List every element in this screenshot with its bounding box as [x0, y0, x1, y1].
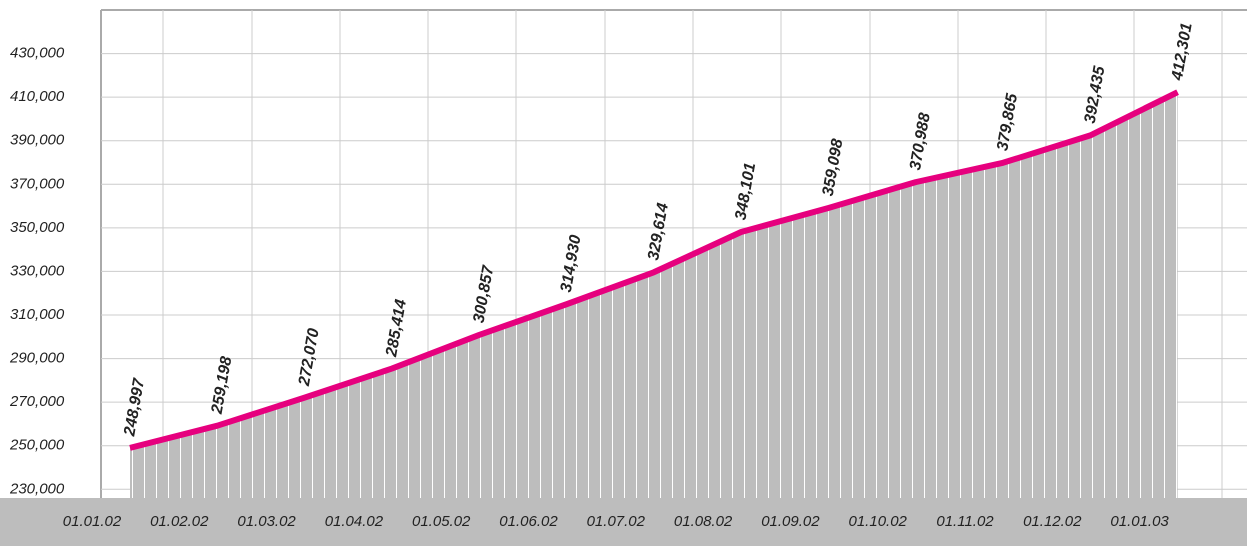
area: [130, 92, 1178, 498]
x-tick-label: 01.12.02: [1023, 513, 1082, 530]
x-tick-label: 01.10.02: [849, 513, 908, 530]
y-tick-label: 250,000: [9, 437, 65, 454]
y-tick-label: 390,000: [10, 132, 65, 149]
y-tick-label: 350,000: [10, 219, 65, 236]
x-tick-label: 01.06.02: [499, 513, 558, 530]
y-tick-label: 310,000: [10, 306, 65, 323]
x-tick-label: 01.01.03: [1110, 513, 1169, 530]
data-label: 285,414: [383, 298, 410, 359]
data-label: 272,070: [296, 327, 323, 388]
data-label: 314,930: [558, 234, 585, 294]
data-label: 379,865: [994, 91, 1021, 152]
data-label: 329,614: [645, 202, 672, 262]
x-tick-label: 01.09.02: [761, 513, 820, 530]
y-tick-label: 410,000: [10, 88, 65, 105]
data-label: 248,997: [121, 376, 148, 438]
data-label: 412,301: [1169, 22, 1196, 83]
x-tick-label: 01.08.02: [674, 513, 733, 530]
x-tick-label: 01.11.02: [936, 513, 994, 530]
x-axis-band: [0, 498, 1247, 546]
x-tick-label: 01.01.02: [63, 513, 122, 530]
x-tick-label: 01.04.02: [325, 513, 384, 530]
data-label: 370,988: [907, 112, 934, 172]
y-tick-label: 330,000: [10, 262, 65, 279]
y-tick-label: 430,000: [10, 45, 65, 62]
x-tick-label: 01.07.02: [587, 513, 646, 530]
y-tick-label: 290,000: [9, 350, 65, 367]
data-label: 359,098: [820, 137, 847, 197]
y-tick-label: 370,000: [10, 175, 65, 192]
data-label: 348,101: [732, 161, 759, 221]
data-label: 259,198: [208, 355, 235, 416]
y-tick-label: 270,000: [9, 393, 65, 410]
x-tick-label: 01.03.02: [237, 513, 296, 530]
y-tick-label: 230,000: [9, 480, 65, 497]
data-label: 392,435: [1082, 64, 1109, 125]
x-tick-label: 01.05.02: [412, 513, 471, 530]
line: [129, 89, 1179, 451]
x-tick-label: 01.02.02: [150, 513, 209, 530]
